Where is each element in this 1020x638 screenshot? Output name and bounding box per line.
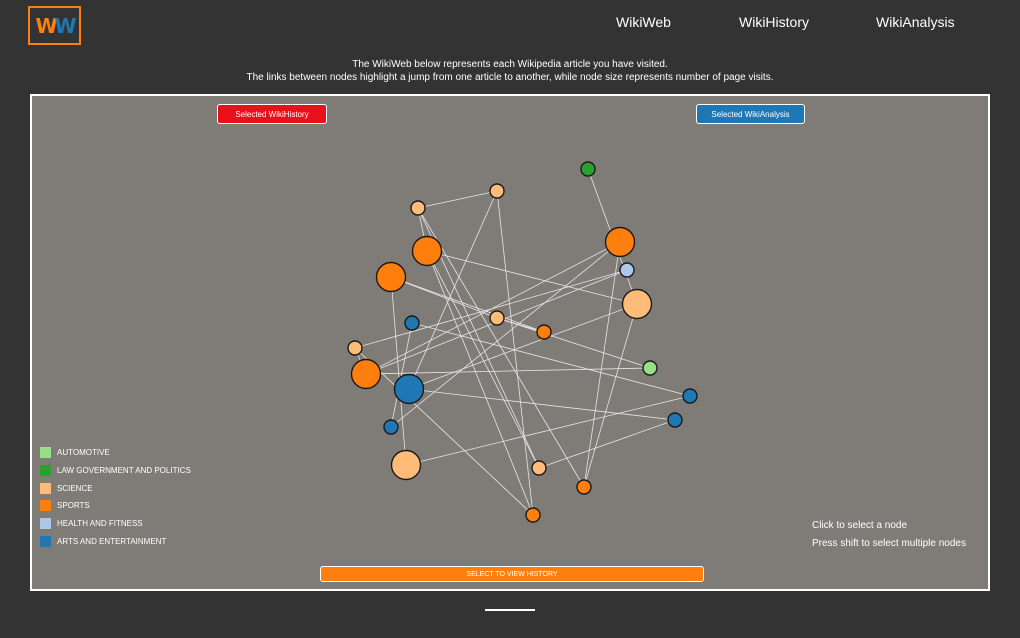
graph-link xyxy=(390,276,407,466)
legend-swatch xyxy=(40,500,51,512)
graph-node[interactable] xyxy=(642,360,658,376)
graph-link xyxy=(538,419,676,469)
graph-panel: Selected WikiHistory Selected WikiAnalys… xyxy=(30,94,990,591)
graph-node[interactable] xyxy=(576,479,592,495)
select-to-view-history-button[interactable]: SELECT TO VIEW HISTORY xyxy=(320,566,704,582)
graph-node[interactable] xyxy=(525,507,541,523)
graph-link xyxy=(426,250,534,516)
graph-link xyxy=(426,250,638,305)
intro-line-1: The WikiWeb below represents each Wikipe… xyxy=(352,59,668,70)
node-link-graph[interactable] xyxy=(32,96,988,589)
nav-wikianalysis[interactable]: WikiAnalysis xyxy=(876,14,955,30)
legend-label: LAW GOVERNMENT AND POLITICS xyxy=(57,465,191,475)
legend-swatch xyxy=(40,535,51,547)
graph-node[interactable] xyxy=(347,340,363,356)
legend-label: AUTOMOTIVE xyxy=(57,448,110,457)
graph-link xyxy=(390,276,545,333)
nodes-layer xyxy=(347,161,698,523)
hint-shift: Press shift to select multiple nodes xyxy=(812,538,966,549)
legend-item: LAW GOVERNMENT AND POLITICS xyxy=(40,464,191,477)
selected-wikianalysis-button[interactable]: Selected WikiAnalysis xyxy=(696,104,805,124)
graph-node[interactable] xyxy=(667,412,683,428)
legend-item: SCIENCE xyxy=(40,482,191,495)
legend-item: HEALTH AND FITNESS xyxy=(40,517,191,530)
graph-node[interactable] xyxy=(404,315,420,331)
graph-link xyxy=(365,367,651,375)
graph-link xyxy=(365,241,621,375)
nav-wikiweb[interactable]: WikiWeb xyxy=(616,14,671,30)
legend-item: SPORTS xyxy=(40,499,191,512)
graph-link xyxy=(405,395,691,466)
graph-node[interactable] xyxy=(489,183,505,199)
graph-node[interactable] xyxy=(375,261,407,293)
legend-swatch xyxy=(40,482,51,494)
graph-link xyxy=(496,317,545,333)
graph-link xyxy=(354,347,534,516)
graph-link xyxy=(390,241,621,428)
graph-link xyxy=(417,190,498,209)
intro-text: The WikiWeb below represents each Wikipe… xyxy=(0,58,1020,84)
graph-node[interactable] xyxy=(383,419,399,435)
legend-label: SCIENCE xyxy=(57,483,93,493)
legend-item: AUTOMOTIVE xyxy=(40,446,191,459)
graph-link xyxy=(408,388,676,421)
hint-click: Click to select a node xyxy=(812,520,908,531)
logo-letter-2: W xyxy=(54,13,77,38)
graph-node[interactable] xyxy=(682,388,698,404)
selected-wikihistory-button[interactable]: Selected WikiHistory xyxy=(217,104,327,124)
graph-link xyxy=(354,269,628,349)
graph-link xyxy=(583,303,638,488)
graph-node[interactable] xyxy=(350,358,382,390)
nav-wikihistory[interactable]: WikiHistory xyxy=(739,14,809,30)
graph-link xyxy=(583,241,621,488)
graph-link xyxy=(417,207,585,488)
graph-node[interactable] xyxy=(393,373,425,405)
graph-node[interactable] xyxy=(531,460,547,476)
legend-swatch xyxy=(40,464,51,476)
legend-label: ARTS AND ENTERTAINMENT xyxy=(57,536,167,546)
legend-item: ARTS AND ENTERTAINMENT xyxy=(40,535,191,548)
graph-node[interactable] xyxy=(580,161,596,177)
graph-link xyxy=(390,322,413,428)
legend-label: HEALTH AND FITNESS xyxy=(57,519,143,529)
graph-node[interactable] xyxy=(621,288,653,320)
graph-node[interactable] xyxy=(390,449,422,481)
graph-link xyxy=(496,317,651,369)
graph-node[interactable] xyxy=(489,310,505,326)
graph-link xyxy=(426,250,540,469)
category-legend: AUTOMOTIVE LAW GOVERNMENT AND POLITICS SCI… xyxy=(40,446,191,553)
graph-node[interactable] xyxy=(619,262,635,278)
graph-node[interactable] xyxy=(604,226,636,258)
links-layer xyxy=(354,168,691,516)
intro-line-2: The links between nodes highlight a jump… xyxy=(246,72,774,83)
graph-link xyxy=(408,303,638,390)
graph-link xyxy=(408,190,498,390)
logo-letter-1: W xyxy=(35,13,57,38)
graph-node[interactable] xyxy=(410,200,426,216)
graph-link xyxy=(411,322,691,397)
legend-swatch xyxy=(40,447,51,458)
graph-node[interactable] xyxy=(536,324,552,340)
page-indicator xyxy=(485,609,535,611)
graph-node[interactable] xyxy=(411,235,443,267)
legend-label: SPORTS xyxy=(57,501,90,511)
legend-swatch xyxy=(40,518,51,530)
graph-link xyxy=(496,190,534,516)
